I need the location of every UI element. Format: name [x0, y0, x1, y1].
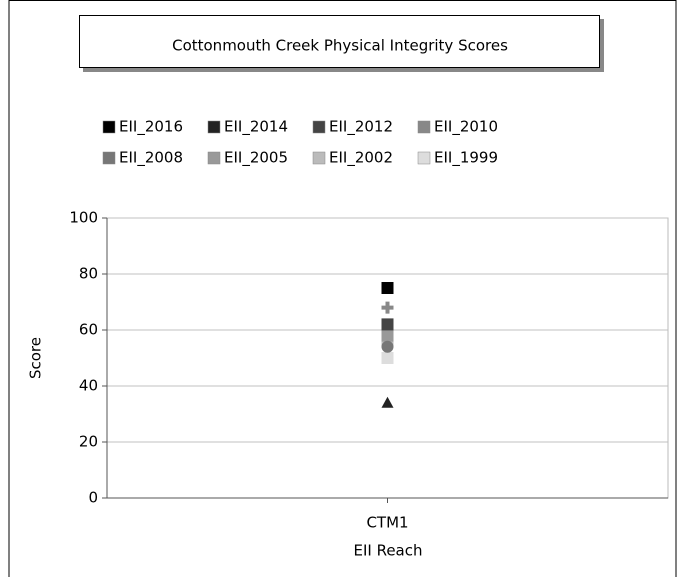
chart-title: Cottonmouth Creek Physical Integrity Sco…	[172, 37, 508, 55]
legend-label: EII_2016	[119, 118, 183, 137]
y-tick-label: 0	[88, 489, 98, 507]
point	[381, 396, 394, 408]
legend-label: EII_2008	[119, 149, 183, 168]
legend-swatch	[207, 120, 221, 134]
legend-swatch	[312, 151, 326, 165]
legend-label: EII_2014	[224, 118, 288, 137]
legend-swatch	[312, 120, 326, 134]
point	[381, 282, 394, 294]
x-axis-label: EII Reach	[353, 542, 422, 560]
point	[381, 301, 394, 314]
legend-swatch	[207, 151, 221, 165]
legend-swatch	[102, 151, 116, 165]
y-tick-label: 60	[79, 321, 98, 339]
legend-swatch	[102, 120, 116, 134]
y-axis-label: Score	[27, 337, 45, 379]
legend-label: EII_2005	[224, 149, 288, 168]
point	[381, 329, 394, 342]
legend-label: EII_2012	[329, 118, 393, 137]
legend-label: EII_2010	[434, 118, 498, 137]
title-box	[79, 15, 600, 68]
y-tick-label: 40	[79, 377, 98, 395]
y-tick-label: 100	[69, 209, 98, 227]
x-tick-label: CTM1	[366, 514, 408, 532]
legend-label: EII_2002	[329, 149, 393, 168]
legend-swatch	[417, 120, 431, 134]
point	[381, 318, 394, 331]
legend-label: EII_1999	[434, 149, 498, 168]
point	[381, 352, 394, 364]
y-tick-label: 80	[79, 265, 98, 283]
point	[381, 340, 394, 353]
y-tick-label: 20	[79, 433, 98, 451]
frame	[8, 0, 677, 577]
legend-swatch	[417, 151, 431, 165]
